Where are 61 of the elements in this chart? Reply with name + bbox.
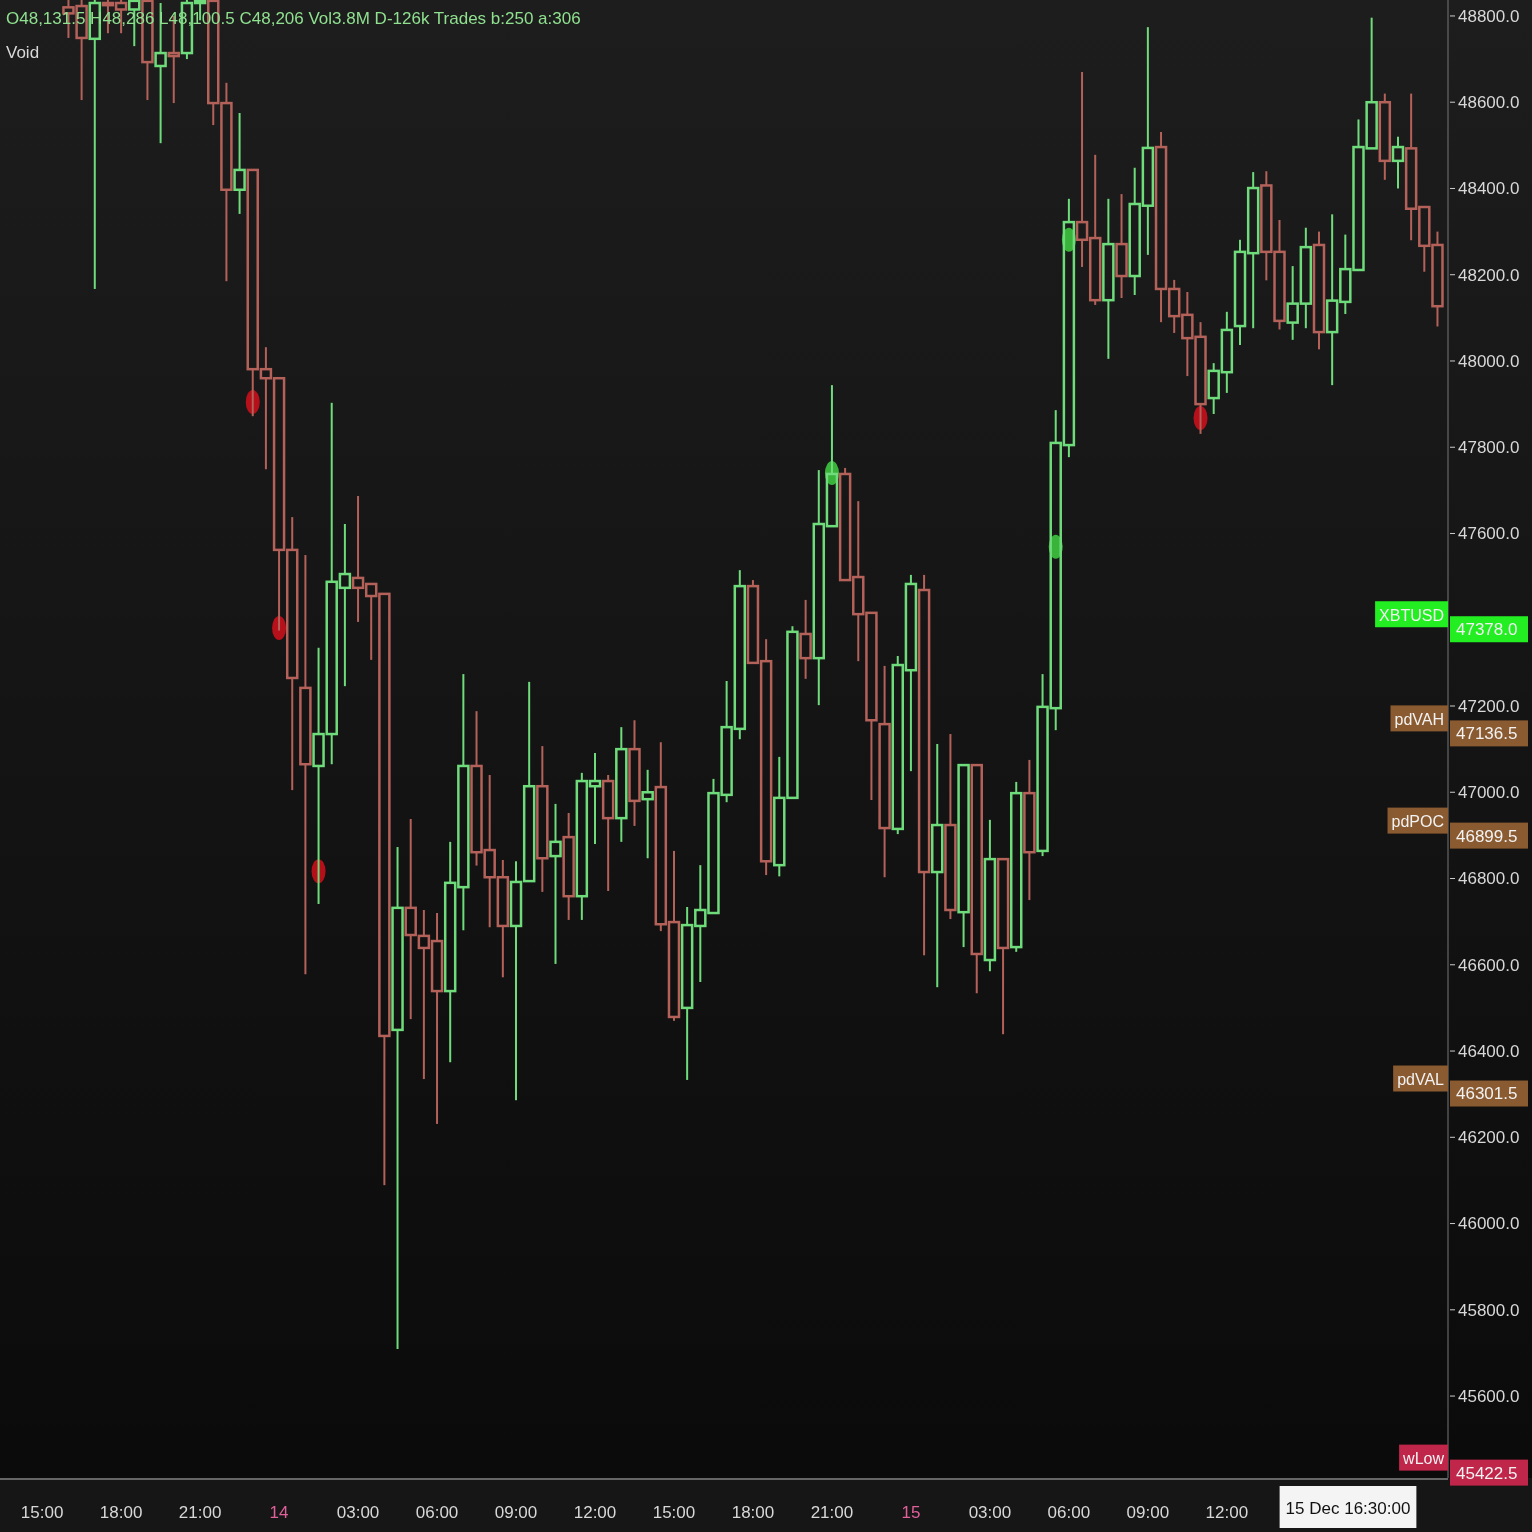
candlestick	[917, 573, 931, 957]
x-tick-label: 18:00	[731, 1502, 775, 1522]
x-tick-label: 12:00	[573, 1502, 617, 1522]
y-tick-label: 46301.5	[1456, 1084, 1518, 1104]
x-tick-label: 09:00	[1126, 1502, 1170, 1522]
y-tick-label: 46000.0	[1458, 1214, 1520, 1234]
annotation: pdVAL	[1397, 1071, 1445, 1089]
x-tick-label: 06:00	[1047, 1502, 1091, 1522]
candlestick	[799, 598, 812, 680]
x-tick-label: 15:00	[20, 1502, 64, 1522]
y-tick-label: 48600.0	[1458, 93, 1520, 113]
y-tick-label: 47378.0	[1456, 620, 1518, 640]
text: 15 Dec 16:30:00	[1285, 1498, 1411, 1518]
annotation: XBTUSD	[1379, 606, 1444, 624]
x-tick-label: 09:00	[494, 1502, 538, 1522]
y-tick-label: 47200.0	[1458, 696, 1520, 716]
annotation: pdPOC	[1391, 813, 1444, 831]
y-tick-label: 47600.0	[1458, 524, 1520, 544]
y-tick-label: 47800.0	[1458, 438, 1520, 458]
y-tick-label: 48400.0	[1458, 179, 1520, 199]
candlestick	[983, 818, 997, 973]
candlestick	[641, 768, 654, 860]
y-tick-label: 46200.0	[1458, 1128, 1520, 1148]
y-tick-label: 45800.0	[1458, 1300, 1520, 1320]
candlestick	[391, 846, 404, 1351]
y-tick-label: 47136.5	[1456, 724, 1518, 744]
y-tick-label: 47000.0	[1458, 783, 1520, 803]
y-tick-label: 46899.5	[1456, 826, 1518, 846]
y-tick-label: 46400.0	[1458, 1041, 1520, 1061]
x-tick-label: 03:00	[336, 1502, 380, 1522]
candlestick	[233, 112, 246, 215]
candlestick	[536, 745, 549, 893]
x-tick-label: 03:00	[968, 1502, 1012, 1522]
x-tick-label: 15:00	[652, 1502, 696, 1522]
y-tick-label: 48000.0	[1458, 351, 1520, 371]
annotation: Void	[6, 43, 40, 62]
x-tick-label: 06:00	[415, 1502, 459, 1522]
x-tick-label: 15	[901, 1502, 921, 1522]
candlestick	[1115, 193, 1128, 300]
y-tick-label: 48800.0	[1458, 6, 1520, 26]
candlestick	[1023, 758, 1036, 902]
candlestick	[1102, 197, 1115, 360]
candlestick	[628, 719, 641, 827]
x-tick-label: 18:00	[99, 1502, 143, 1522]
x-tick-label: 14	[269, 1502, 289, 1522]
candlestick	[549, 802, 562, 965]
candlestick	[562, 811, 575, 921]
candlestick	[615, 726, 628, 843]
annotation: pdVAH	[1394, 710, 1444, 728]
y-tick-label: 45600.0	[1458, 1387, 1520, 1407]
y-tick-label: 48200.0	[1458, 265, 1520, 285]
candlestick	[299, 554, 312, 976]
annotation: wLow	[1402, 1450, 1445, 1468]
candlestick	[931, 742, 944, 989]
y-tick-label: 46800.0	[1458, 869, 1520, 889]
y-tick-label: 45422.5	[1456, 1463, 1518, 1483]
candlestick	[878, 664, 891, 879]
y-tick-label: 46600.0	[1458, 955, 1520, 975]
x-tick-label: 12:00	[1205, 1502, 1249, 1522]
x-tick-label: 21:00	[178, 1502, 222, 1522]
x-tick-label: 21:00	[810, 1502, 854, 1522]
